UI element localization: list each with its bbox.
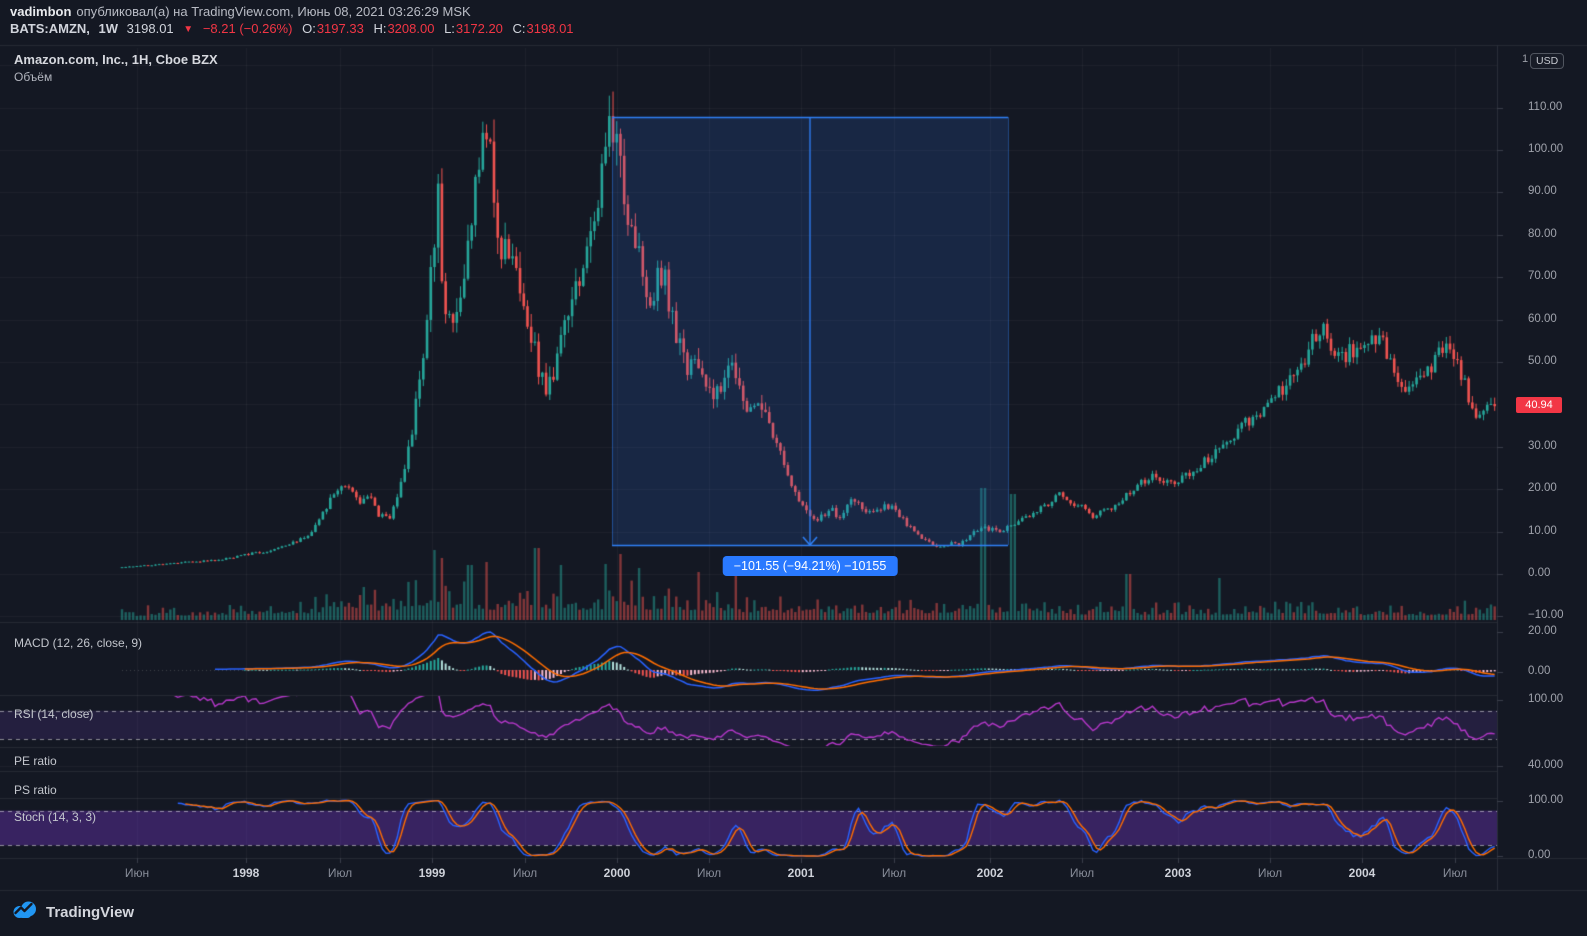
- pe-ratio-label[interactable]: PE ratio: [14, 754, 57, 768]
- clipped-price-tick: 1: [1522, 53, 1529, 65]
- symbol-name[interactable]: BATS:AMZN,: [10, 21, 90, 36]
- footer: TradingView: [12, 900, 134, 925]
- price-tick-label: 50.00: [1528, 355, 1557, 367]
- price-tick-label: 100.00: [1528, 143, 1564, 155]
- time-tick-label: Июл: [1442, 866, 1468, 880]
- ps-ratio-label[interactable]: PS ratio: [14, 783, 57, 797]
- time-tick-label: Июл: [696, 866, 722, 880]
- price-tick-label: 70.00: [1528, 270, 1557, 282]
- stoch-label[interactable]: Stoch (14, 3, 3): [14, 810, 97, 824]
- time-tick-label: 2004: [1348, 866, 1376, 880]
- time-tick-label: Июл: [512, 866, 538, 880]
- last-price-tag: 40.94: [1516, 397, 1562, 413]
- price-tick-label: 100.00: [1528, 794, 1564, 806]
- price-tick-label: −10.00: [1528, 609, 1564, 621]
- price-tick-label: 0.00: [1528, 665, 1551, 677]
- tradingview-logo-icon[interactable]: [12, 900, 39, 925]
- time-tick-label: 1999: [418, 866, 446, 880]
- price-tick-label: 0.00: [1528, 849, 1551, 861]
- down-arrow-icon: ▼: [183, 24, 194, 35]
- tradingview-brand-text[interactable]: TradingView: [46, 904, 135, 921]
- publish-line: vadimbon опубликовал(а) на TradingView.co…: [10, 4, 580, 20]
- header: vadimbon опубликовал(а) на TradingView.co…: [10, 4, 580, 39]
- price-tick-label: 100.00: [1528, 693, 1564, 705]
- time-tick-label: 2003: [1164, 866, 1192, 880]
- high-value: H:3208.00: [373, 21, 435, 36]
- price-change: −8.21 (−0.26%): [202, 21, 293, 36]
- open-value: O:3197.33: [302, 21, 364, 36]
- close-value: C:3198.01: [512, 21, 574, 36]
- chart-title[interactable]: Amazon.com, Inc., 1H, Cboe BZX: [14, 52, 218, 67]
- time-tick-label: 2002: [976, 866, 1004, 880]
- price-tick-label: 20.00: [1528, 625, 1557, 637]
- price-tick-label: 0.00: [1528, 567, 1551, 579]
- price-tick-label: 60.00: [1528, 313, 1557, 325]
- time-tick-label: Июн: [124, 866, 150, 880]
- published-text: опубликовал(а) на TradingView.com, Июнь …: [76, 4, 471, 19]
- time-tick-label: Июл: [1257, 866, 1283, 880]
- time-tick-label: Июл: [327, 866, 353, 880]
- price-tick-label: 90.00: [1528, 185, 1557, 197]
- price-tick-label: 80.00: [1528, 228, 1557, 240]
- volume-indicator-label[interactable]: Объём: [14, 70, 53, 84]
- price-tick-label: 110.00: [1528, 101, 1563, 113]
- symbol-line: BATS:AMZN, 1W 3198.01 ▼ −8.21 (−0.26%) O…: [10, 21, 580, 39]
- time-tick-label: Июл: [881, 866, 907, 880]
- time-tick-label: 2000: [603, 866, 631, 880]
- macd-label[interactable]: MACD (12, 26, close, 9): [14, 636, 143, 650]
- currency-badge[interactable]: USD: [1530, 53, 1565, 69]
- time-tick-label: 2001: [787, 866, 815, 880]
- publisher-name[interactable]: vadimbon: [10, 4, 72, 19]
- time-tick-label: 1998: [232, 866, 260, 880]
- price-tick-label: 20.00: [1528, 482, 1557, 494]
- measure-tool-label[interactable]: −101.55 (−94.21%) −10155: [722, 556, 898, 576]
- time-tick-label: Июл: [1069, 866, 1095, 880]
- price-tick-label: 40.000: [1528, 759, 1564, 771]
- rsi-label[interactable]: RSI (14, close): [14, 707, 94, 721]
- last-price: 3198.01: [126, 21, 174, 36]
- timeframe[interactable]: 1W: [98, 21, 119, 36]
- price-tick-label: 10.00: [1528, 525, 1557, 537]
- low-value: L:3172.20: [444, 21, 503, 36]
- price-tick-label: 30.00: [1528, 440, 1557, 452]
